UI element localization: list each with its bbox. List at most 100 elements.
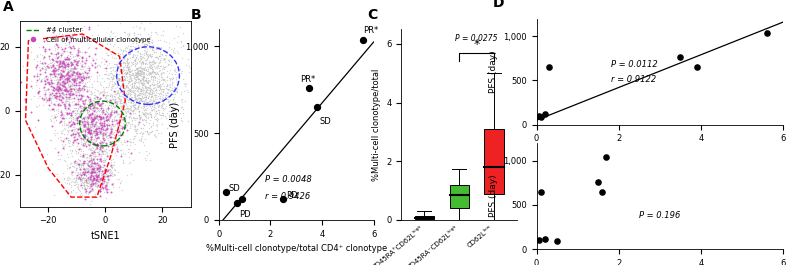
- Point: [101, 122, 114, 126]
- Point: [84, 146, 97, 150]
- X-axis label: %Multi-cell clonotype/total CD4⁺ clonotype: %Multi-cell clonotype/total CD4⁺ clonoty…: [206, 244, 386, 253]
- Point: [61, 19, 74, 24]
- Point: [85, 104, 98, 108]
- Point: [113, 78, 126, 82]
- Point: [124, 100, 137, 104]
- Point: [133, 81, 145, 85]
- Point: [135, 81, 148, 85]
- Point: [58, 88, 71, 92]
- Point: [106, 105, 118, 110]
- Point: [61, 86, 74, 90]
- Point: [131, 77, 144, 81]
- Point: [176, 69, 188, 73]
- Point: [127, 109, 140, 113]
- Point: [149, 74, 161, 79]
- Point: [83, 159, 96, 163]
- Point: [75, 116, 87, 120]
- Point: [64, 54, 76, 58]
- Point: [137, 60, 149, 64]
- Point: [100, 180, 113, 184]
- Point: [129, 103, 142, 107]
- Point: [147, 74, 160, 79]
- Point: [171, 49, 184, 53]
- Point: [89, 139, 102, 143]
- Point: [126, 82, 138, 86]
- Point: [69, 103, 82, 107]
- Point: [81, 87, 94, 91]
- Point: [99, 134, 112, 138]
- Point: [144, 90, 157, 94]
- Point: [47, 80, 60, 85]
- Point: [133, 109, 145, 113]
- Point: [87, 90, 100, 95]
- Point: [72, 175, 85, 180]
- Point: [83, 124, 96, 128]
- Point: [67, 143, 80, 147]
- Point: [82, 175, 95, 179]
- Point: [87, 131, 100, 135]
- Point: [88, 194, 101, 198]
- Point: [69, 87, 82, 91]
- Point: [86, 145, 99, 149]
- Point: [76, 109, 88, 113]
- Point: [115, 89, 128, 93]
- Point: [73, 76, 86, 81]
- Point: [74, 103, 87, 108]
- Point: [50, 52, 63, 57]
- Point: [163, 112, 176, 117]
- Point: [91, 168, 103, 173]
- Point: [121, 91, 134, 96]
- Point: [135, 85, 148, 89]
- Point: [132, 96, 145, 100]
- Point: [43, 81, 56, 85]
- Point: [104, 110, 117, 114]
- Point: [97, 156, 110, 160]
- Point: [149, 114, 161, 118]
- Point: [72, 130, 84, 135]
- Point: [152, 103, 165, 107]
- Point: [96, 76, 109, 80]
- Point: [87, 121, 99, 125]
- Point: [118, 100, 131, 105]
- Point: [118, 100, 130, 104]
- Point: [57, 90, 70, 94]
- Point: [96, 146, 109, 151]
- Point: [114, 68, 126, 73]
- Point: [122, 69, 135, 73]
- Point: [59, 89, 72, 94]
- Point: [114, 47, 126, 51]
- Point: [108, 136, 121, 140]
- Point: [95, 90, 107, 94]
- Point: [71, 116, 83, 120]
- Point: [48, 146, 61, 150]
- Point: [70, 129, 83, 133]
- Point: [132, 93, 145, 98]
- Point: [149, 60, 162, 64]
- Point: [117, 81, 130, 85]
- Point: [108, 62, 121, 66]
- Point: [157, 70, 169, 74]
- Point: [40, 81, 52, 85]
- Point: [55, 103, 68, 107]
- Point: [114, 35, 126, 39]
- Point: [143, 104, 156, 108]
- Point: [60, 162, 73, 167]
- Point: [59, 105, 72, 110]
- Point: [96, 122, 109, 127]
- Point: [103, 60, 115, 65]
- Point: [64, 128, 77, 132]
- Point: [154, 46, 167, 50]
- Point: [140, 100, 153, 104]
- Point: [52, 91, 65, 95]
- Point: [65, 128, 78, 132]
- Point: [112, 59, 125, 64]
- Point: [149, 47, 162, 52]
- Point: [82, 124, 95, 128]
- Point: [68, 78, 81, 82]
- Point: [146, 129, 159, 133]
- Point: [157, 84, 170, 88]
- Point: [152, 105, 165, 109]
- Point: [64, 151, 77, 155]
- Point: [139, 112, 152, 116]
- Point: [159, 116, 172, 121]
